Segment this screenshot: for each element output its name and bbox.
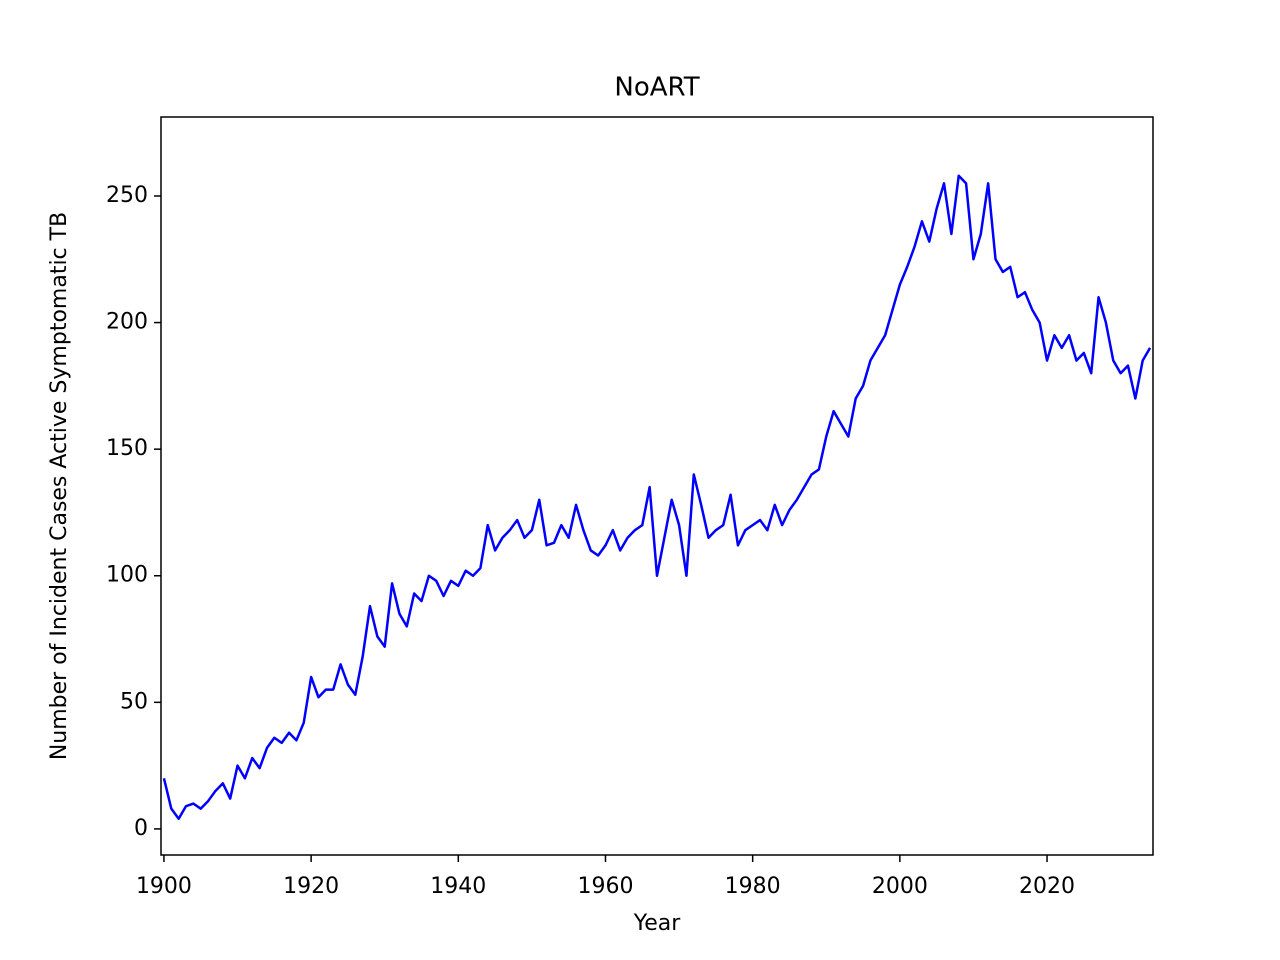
x-tick-label: 1980 — [725, 874, 781, 899]
data-line — [162, 174, 1152, 821]
y-tick-label: 250 — [106, 183, 148, 208]
x-tick-label: 2020 — [1019, 874, 1075, 899]
x-tick-label: 1920 — [283, 874, 339, 899]
x-axis-label: Year — [633, 911, 682, 936]
x-tick-label: 2000 — [872, 874, 928, 899]
x-tick-label: 1940 — [430, 874, 486, 899]
y-tick-label: 100 — [106, 563, 148, 588]
y-tick-label: 200 — [106, 310, 148, 335]
x-tick-label: 1960 — [577, 874, 633, 899]
x-tick-label: 1900 — [136, 874, 192, 899]
plot-frame — [160, 116, 1154, 856]
y-tick-label: 50 — [120, 689, 148, 714]
chart-title: NoART — [614, 73, 699, 103]
y-tick-label: 150 — [106, 436, 148, 461]
y-axis-label: Number of Incident Cases Active Symptoma… — [47, 212, 72, 760]
y-tick-label: 0 — [134, 816, 148, 841]
